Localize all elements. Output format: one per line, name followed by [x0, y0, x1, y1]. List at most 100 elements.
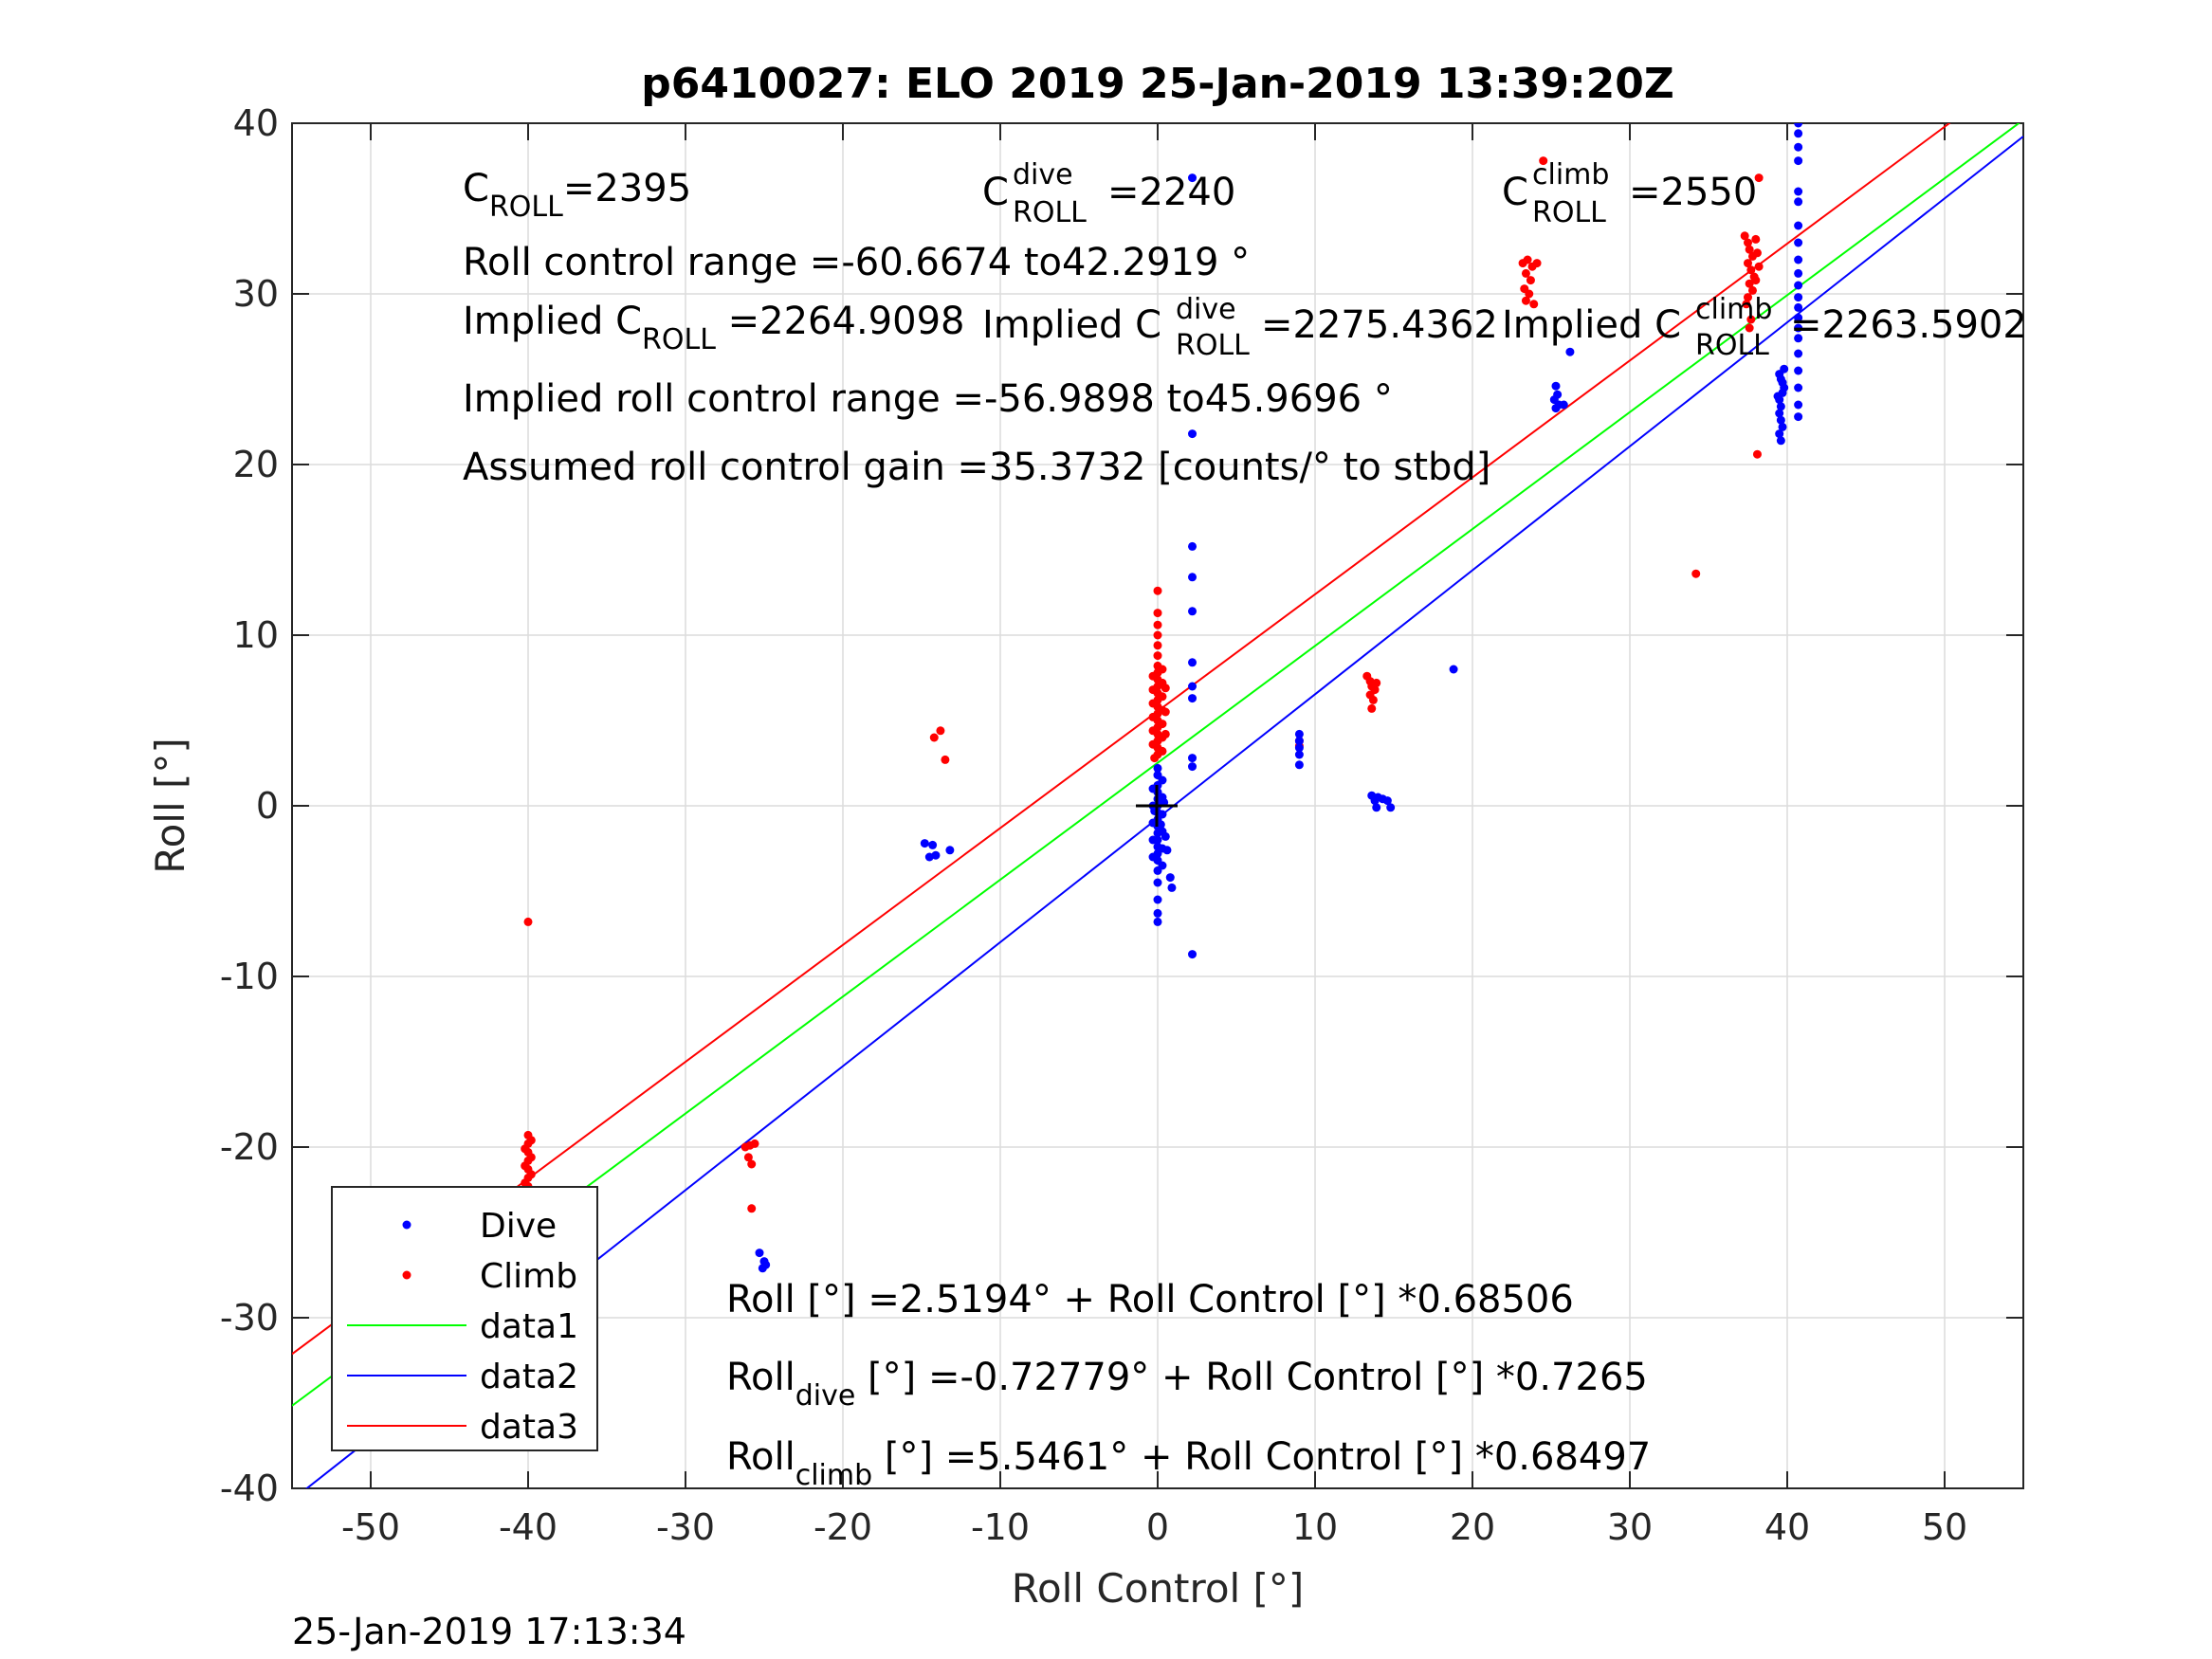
annotation-implied-c-roll-climb-sup: climb	[1695, 293, 1772, 326]
x-tick-label: 10	[1292, 1506, 1338, 1548]
point-climb	[1691, 569, 1701, 578]
point-climb	[1368, 695, 1378, 704]
legend-marker-climb	[402, 1270, 411, 1280]
annotation-c-roll-climb-sup: climb	[1532, 158, 1609, 191]
point-climb	[1161, 707, 1170, 717]
origin-marker	[1136, 785, 1178, 827]
x-tick-label: 30	[1607, 1506, 1653, 1548]
point-climb	[936, 726, 945, 736]
y-tick-labels: -40 -30 -20 -10 0 10 20 30 40	[220, 102, 279, 1509]
x-tick-labels: -50 -40 -30 -20 -10 0 10 20 30 40 50	[341, 1506, 1967, 1548]
point-dive	[1158, 775, 1167, 785]
annotation-c-roll-climb: C	[1502, 171, 1528, 214]
point-dive	[924, 852, 934, 862]
point-dive	[1794, 412, 1803, 422]
point-dive	[755, 1249, 764, 1258]
point-dive	[1776, 402, 1785, 411]
point-dive	[1449, 665, 1458, 674]
y-tick-label: -10	[220, 956, 279, 997]
point-climb	[1740, 231, 1749, 241]
point-climb	[1746, 315, 1756, 324]
point-dive	[1780, 364, 1789, 374]
point-dive	[1294, 760, 1304, 770]
point-climb	[1745, 245, 1754, 254]
point-dive	[1794, 197, 1803, 207]
point-dive	[1794, 156, 1803, 166]
point-dive	[1565, 347, 1575, 356]
point-dive	[1776, 415, 1785, 425]
y-tick-label: -30	[220, 1297, 279, 1339]
annotation-c-roll-dive-sup: dive	[1013, 158, 1073, 191]
point-climb	[1523, 255, 1532, 264]
point-climb	[743, 1153, 753, 1162]
point-climb	[1746, 265, 1756, 275]
point-dive	[1794, 238, 1803, 247]
point-climb	[1148, 726, 1158, 736]
point-dive	[1188, 754, 1197, 763]
point-dive	[1165, 873, 1175, 883]
point-dive	[1153, 878, 1162, 887]
point-climb	[1532, 259, 1542, 268]
x-tick-label: -40	[499, 1506, 558, 1548]
point-dive	[1382, 796, 1392, 806]
x-tick-label: -30	[656, 1506, 715, 1548]
point-climb	[1148, 739, 1158, 749]
point-climb	[941, 755, 950, 764]
point-climb	[1153, 641, 1162, 650]
legend: Dive Climb data1 data2 data3	[331, 1186, 598, 1451]
point-climb	[526, 1136, 536, 1145]
point-dive	[1188, 950, 1197, 959]
point-dive	[1794, 293, 1803, 302]
point-dive	[1794, 383, 1803, 392]
timestamp: 25-Jan-2019 17:13:34	[292, 1611, 686, 1652]
x-tick-label: -20	[814, 1506, 872, 1548]
point-climb	[747, 1204, 757, 1213]
point-dive	[1794, 302, 1803, 312]
point-dive	[1153, 917, 1162, 926]
annotation-c-roll-climb-sub: ROLL	[1532, 196, 1606, 229]
point-dive	[1188, 694, 1197, 703]
point-dive	[1794, 349, 1803, 358]
point-climb	[521, 1144, 530, 1154]
point-dive	[1559, 400, 1568, 410]
y-tick-label: 30	[233, 273, 279, 315]
point-dive	[1188, 173, 1197, 183]
annotation-implied-c-roll-dive: Implied C	[982, 303, 1161, 347]
point-dive	[1148, 852, 1158, 862]
point-dive	[1551, 404, 1561, 413]
annotation-implied-c-roll-climb: Implied C	[1502, 303, 1681, 347]
point-dive	[1794, 221, 1803, 230]
point-dive	[1148, 818, 1158, 828]
point-climb	[1158, 692, 1167, 702]
annotation-c-roll-climb-value: =2550	[1629, 171, 1757, 214]
point-climb	[526, 1153, 536, 1162]
annotation-c-roll-dive-value: =2240	[1107, 171, 1235, 214]
annotation-implied-c-roll-climb-sub: ROLL	[1695, 329, 1769, 362]
point-dive	[1778, 422, 1787, 431]
point-climb	[1744, 293, 1752, 302]
y-tick-label: 20	[233, 444, 279, 485]
axis-ticks	[292, 122, 2023, 1489]
point-climb	[1148, 712, 1158, 721]
point-dive	[1188, 682, 1197, 691]
point-dive	[1794, 123, 1803, 128]
point-climb	[1150, 754, 1160, 763]
point-climb	[1521, 296, 1530, 305]
point-climb	[1752, 248, 1762, 258]
x-axis-label: Roll Control [°]	[1012, 1565, 1305, 1612]
legend-label-data1: data1	[480, 1307, 578, 1346]
x-tick-label: -50	[341, 1506, 400, 1548]
annotation-implied-c-roll-dive-sup: dive	[1176, 293, 1236, 326]
annotation-fit-dive: Rolldive [°] =-0.72779° + Roll Control […	[726, 1356, 1648, 1413]
annotation-c-roll-dive: C	[982, 171, 1009, 214]
x-tick-label: 0	[1146, 1506, 1169, 1548]
legend-label-data2: data2	[480, 1358, 578, 1396]
x-tick-label: 20	[1450, 1506, 1495, 1548]
annotations: CROLL=2395 C dive ROLL =2240 C climb ROL…	[463, 158, 2027, 1492]
annotation-c-roll-dive-sub: ROLL	[1013, 196, 1087, 229]
point-dive	[1794, 281, 1803, 290]
y-tick-label: -40	[220, 1468, 279, 1509]
point-climb	[1744, 238, 1752, 247]
data-points	[521, 123, 1803, 1314]
